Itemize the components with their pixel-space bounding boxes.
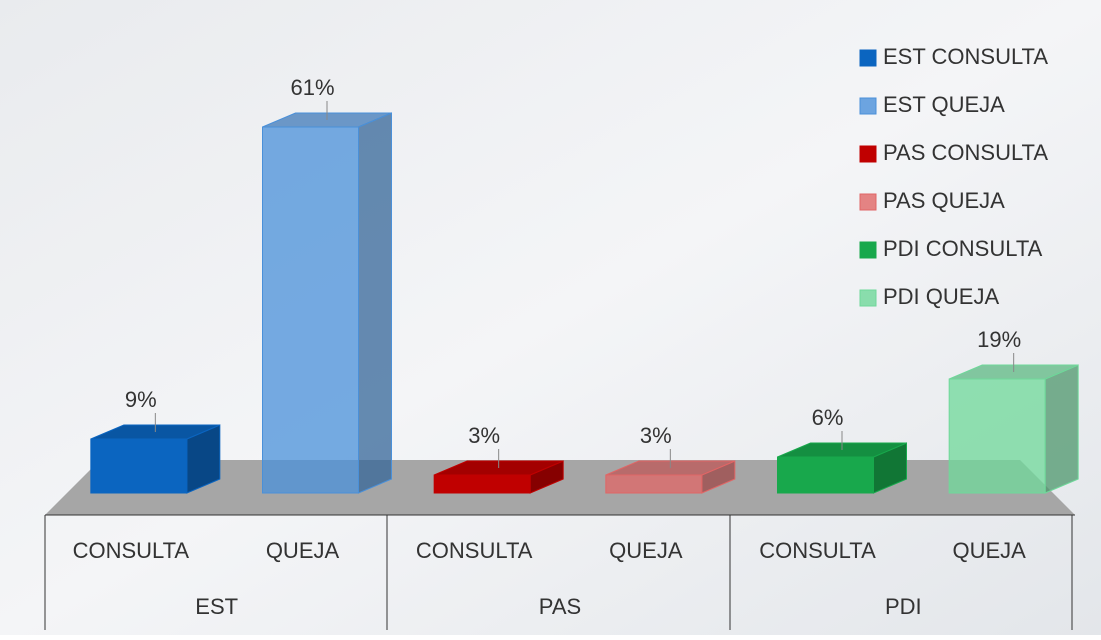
bar-side — [359, 113, 392, 493]
x-tick-label: QUEJA — [609, 538, 683, 563]
legend-label: PAS CONSULTA — [883, 140, 1048, 165]
x-tick-label: QUEJA — [266, 538, 340, 563]
legend-swatch — [860, 194, 876, 210]
group-label: EST — [195, 594, 238, 619]
legend-label: EST CONSULTA — [883, 44, 1048, 69]
bar-side — [1045, 365, 1078, 493]
bar — [606, 475, 702, 493]
page: CONSULTA QUEJA CONSULTA QUEJA CONSULTA QUEJA E… — [0, 0, 1101, 640]
data-label: 3% — [640, 423, 672, 448]
data-label: 9% — [125, 387, 157, 412]
bar — [949, 379, 1045, 493]
group-label: PAS — [539, 594, 581, 619]
data-label: 19% — [977, 327, 1021, 352]
bar — [91, 439, 187, 493]
bar — [434, 475, 530, 493]
legend-label: PDI CONSULTA — [883, 236, 1043, 261]
legend-swatch — [860, 98, 876, 114]
x-tick-label: CONSULTA — [416, 538, 533, 563]
bar — [263, 127, 359, 493]
legend-label: PDI QUEJA — [883, 284, 999, 309]
data-label: 61% — [290, 75, 334, 100]
group-label: PDI — [885, 594, 922, 619]
legend-label: PAS QUEJA — [883, 188, 1005, 213]
data-label: 6% — [812, 405, 844, 430]
legend-swatch — [860, 146, 876, 162]
bar — [778, 457, 874, 493]
data-label: 3% — [468, 423, 500, 448]
legend-swatch — [860, 50, 876, 66]
x-tick-label: CONSULTA — [73, 538, 190, 563]
x-tick-label: QUEJA — [952, 538, 1026, 563]
x-tick-label: CONSULTA — [759, 538, 876, 563]
legend-label: EST QUEJA — [883, 92, 1005, 117]
legend-swatch — [860, 242, 876, 258]
chart: CONSULTA QUEJA CONSULTA QUEJA CONSULTA QUEJA E… — [0, 0, 1101, 635]
legend-swatch — [860, 290, 876, 306]
